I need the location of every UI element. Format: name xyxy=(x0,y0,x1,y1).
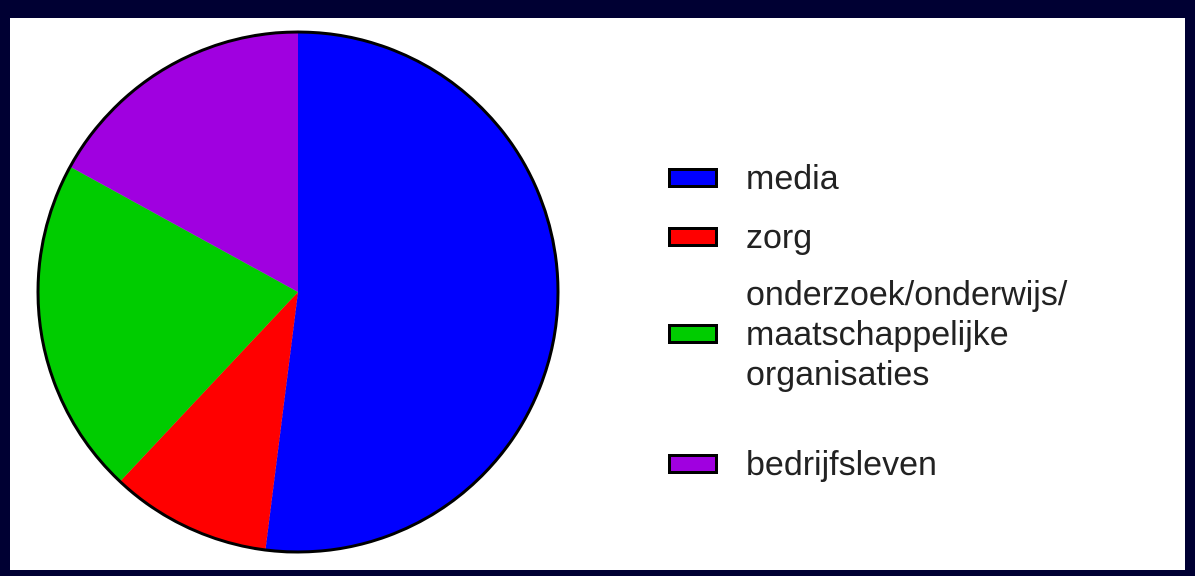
pie-outline xyxy=(36,30,560,554)
legend-swatch-bedrijfsleven xyxy=(668,454,718,474)
legend-label-media: media xyxy=(746,159,839,197)
legend-swatch-zorg xyxy=(668,227,718,247)
pie-slice-media xyxy=(265,32,558,552)
legend-label-bedrijfsleven: bedrijfsleven xyxy=(746,445,937,483)
legend-swatch-onderzoek xyxy=(668,324,718,344)
pie-chart xyxy=(36,30,560,554)
legend-item-media: media xyxy=(668,158,1188,198)
legend: media zorg onderzoek/onderwijs/ maatscha… xyxy=(668,18,1188,570)
legend-label-zorg: zorg xyxy=(746,218,813,256)
pie-slices xyxy=(36,30,560,554)
legend-label-onderzoek: onderzoek/onderwijs/ maatschappelijke or… xyxy=(746,275,1068,393)
legend-swatch-media xyxy=(668,168,718,188)
legend-item-zorg: zorg xyxy=(668,217,1188,257)
legend-item-onderzoek: onderzoek/onderwijs/ maatschappelijke or… xyxy=(668,274,1188,394)
pie-slice-zorg xyxy=(120,292,298,550)
chart-panel: media zorg onderzoek/onderwijs/ maatscha… xyxy=(10,18,1185,570)
pie-slice-onderzoek xyxy=(38,166,299,482)
legend-item-bedrijfsleven: bedrijfsleven xyxy=(668,444,1188,484)
